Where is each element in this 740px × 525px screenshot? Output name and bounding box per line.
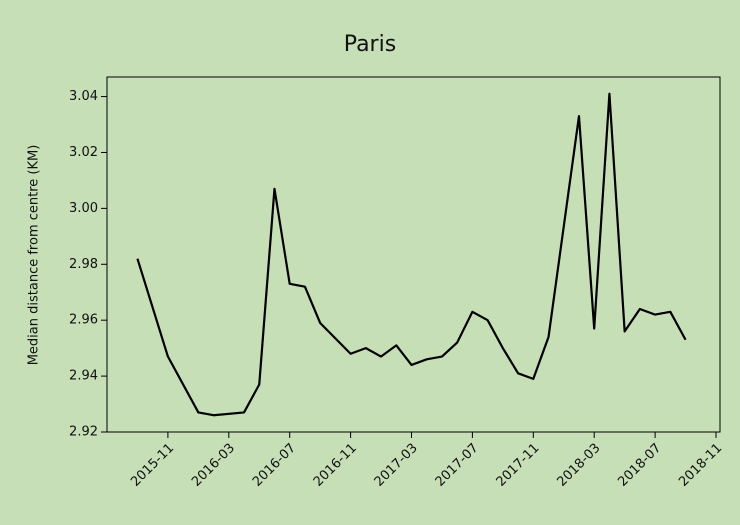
chart-title: Paris (344, 32, 396, 57)
y-tick-label: 3.04 (69, 89, 98, 104)
y-tick-label: 2.96 (69, 313, 98, 328)
y-tick-label: 2.94 (69, 369, 98, 384)
y-tick-label: 2.92 (69, 425, 98, 440)
line (136, 92, 687, 417)
plot-frame (106, 76, 721, 433)
y-tick-label: 2.98 (69, 257, 98, 272)
y-axis-label: Median distance from centre (KM) (27, 145, 42, 366)
y-tick-label: 3.02 (69, 145, 98, 160)
y-tick-label: 3.00 (69, 201, 98, 216)
